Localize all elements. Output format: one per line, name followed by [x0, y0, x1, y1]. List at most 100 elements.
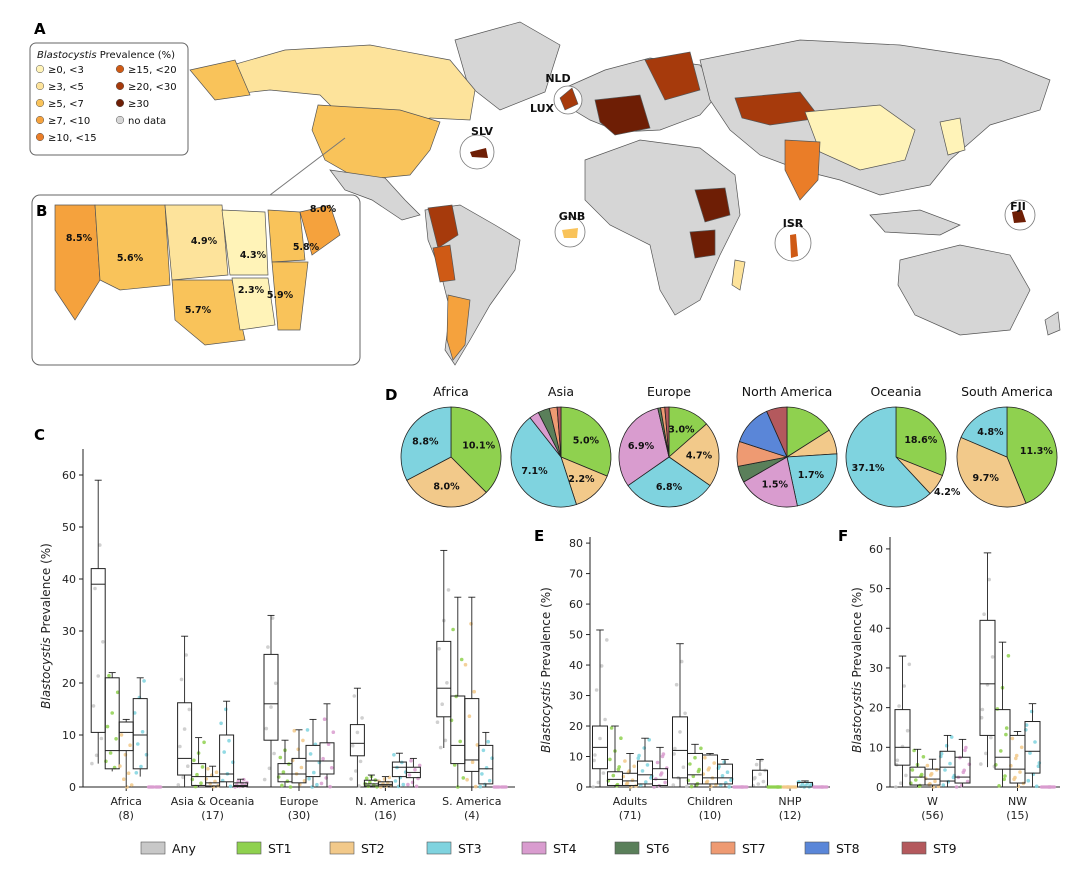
data-point-st3 [1034, 784, 1039, 789]
alaska-shape [189, 59, 251, 101]
data-point-st3 [1033, 740, 1037, 744]
us-region-shape [299, 204, 341, 256]
map-legend-swatch [35, 115, 45, 125]
us-region-shape [164, 204, 229, 281]
data-point-st3 [224, 707, 228, 712]
x-tick-label: Asia & Oceania [171, 795, 255, 808]
data-point-st3 [478, 784, 483, 789]
pie-title: Europe [647, 384, 691, 399]
data-point-st3 [727, 785, 731, 789]
data-point-st4 [961, 770, 966, 775]
pie-slice-st9 [766, 406, 788, 458]
pie-slice-label: 9.7% [973, 473, 1000, 484]
map-legend-label: ≥5, <7 [48, 99, 84, 110]
y-tick-label: 0 [876, 781, 883, 794]
data-point-st1 [449, 718, 454, 723]
data-point-st4 [236, 779, 240, 784]
data-point-st3 [951, 775, 956, 780]
data-point-st1 [1006, 654, 1011, 658]
pie-slice-st1 [1006, 406, 1058, 504]
data-point-st1 [368, 780, 372, 785]
data-point-any [184, 653, 188, 657]
map-legend-label: ≥30 [128, 99, 149, 110]
x-count-label: (56) [921, 809, 944, 822]
data-point-st1 [619, 736, 623, 740]
panel-d-letter: D [385, 386, 397, 404]
x-tick-label: Children [687, 795, 733, 808]
data-point-any [678, 730, 682, 734]
data-point-st2 [377, 779, 381, 784]
data-point-any [446, 588, 451, 592]
box-st4 [233, 782, 249, 787]
data-point-any [594, 688, 599, 692]
pie-slice-label: 3.0% [668, 425, 695, 436]
us-region-shape [231, 277, 276, 331]
data-point-any [101, 640, 105, 644]
ethiopia-shape [694, 187, 731, 223]
us-state-regions [54, 204, 341, 346]
data-point-st4 [322, 717, 327, 721]
data-point-st3 [227, 738, 231, 743]
data-point-any [592, 758, 596, 763]
panel-e-plot-area: 0 10 20 30 40 50 60 70 80 Adults(71) Children(10) N… [569, 537, 830, 822]
data-point-st2 [463, 662, 468, 667]
data-point-st2 [712, 761, 716, 765]
state-label: 8.0% [310, 204, 337, 215]
pie-slice-st3 [786, 453, 838, 507]
data-point-st3 [729, 778, 733, 782]
legend-label-st2: ST2 [361, 841, 385, 856]
box-st3 [132, 698, 148, 770]
data-point-st4 [665, 766, 669, 770]
data-point-any [990, 655, 995, 659]
data-point-st2 [703, 755, 707, 760]
data-point-st2 [301, 738, 305, 743]
pie-slice-st4 [743, 456, 798, 508]
data-point-st4 [413, 767, 417, 772]
box-st2 [464, 698, 480, 772]
data-point-st1 [108, 751, 113, 755]
panel-f-ylabel-italic: Blastocystis [850, 681, 864, 752]
data-point-st1 [276, 775, 281, 779]
data-point-any [674, 682, 679, 687]
x-tick-label: W [927, 795, 938, 808]
box-any [349, 724, 365, 757]
data-point-any [591, 785, 596, 789]
panel-f-letter: F [838, 527, 848, 545]
data-point-st4 [328, 784, 332, 789]
data-point-st3 [1037, 761, 1042, 765]
panel-d-pies: D Africa 10.1% 8.0% 8.8% Asia 5.0% 2.2% 7.1% Eur… [385, 384, 1058, 508]
x-count-label: (8) [118, 809, 134, 822]
data-point-st1 [699, 746, 703, 751]
data-point-st2 [211, 784, 216, 789]
state-label: 5.9% [267, 290, 294, 301]
nld-shape [559, 87, 579, 111]
data-point-st2 [387, 775, 392, 780]
y-tick-label: 10 [569, 751, 583, 764]
state-label: 4.9% [191, 236, 218, 247]
data-point-st4 [407, 773, 412, 777]
data-point-st3 [939, 751, 944, 756]
data-point-any [754, 762, 759, 767]
data-point-st3 [483, 782, 487, 787]
data-point-st1 [451, 627, 455, 632]
argentina-shape [446, 294, 471, 361]
data-point-st1 [202, 740, 206, 745]
data-point-st1 [1003, 774, 1007, 778]
y-tick-label: 0 [69, 781, 76, 794]
x-tick-label: Africa [111, 795, 142, 808]
pie-slice-label: 6.9% [628, 441, 655, 452]
data-point-any [899, 781, 903, 785]
data-point-st3 [310, 785, 315, 789]
us-region-shape [94, 204, 171, 291]
data-point-any [758, 772, 762, 776]
country-callouts: NLD LUX SLV GNB ISR FJI [459, 72, 1036, 262]
data-point-st1 [611, 773, 616, 778]
data-point-any [178, 744, 182, 749]
india-shape [784, 139, 821, 201]
data-point-st2 [709, 784, 713, 789]
data-point-st1 [1002, 777, 1006, 782]
us-region-shape [271, 261, 309, 331]
data-point-any [679, 659, 684, 664]
data-point-any [181, 775, 185, 780]
pie-slice-label: 18.6% [904, 435, 937, 446]
